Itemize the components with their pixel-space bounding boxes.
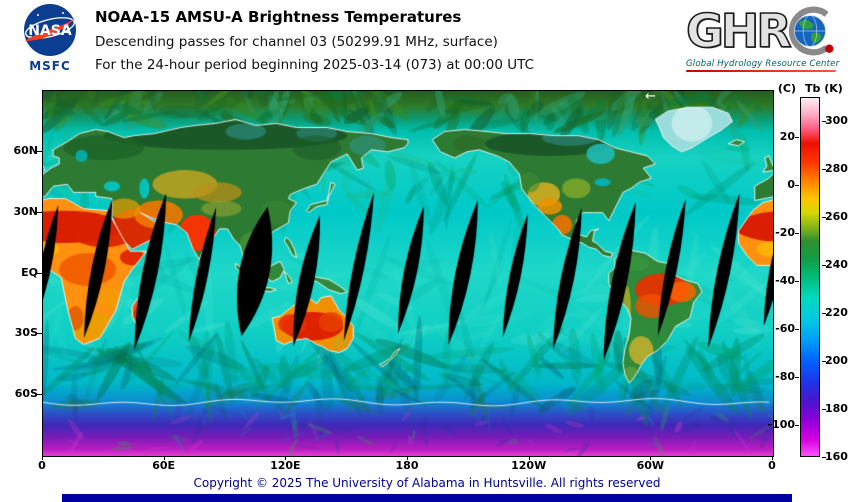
colorbar-tick <box>795 329 799 331</box>
colorbar-tick <box>795 233 799 235</box>
colorbar-tick <box>822 169 826 170</box>
copyright: Copyright © 2025 The University of Alaba… <box>193 476 661 490</box>
colorbar-kelvin-label: 300 <box>825 114 848 127</box>
colorbar-celsius-label: -80 <box>775 370 795 384</box>
subtitle-period: For the 24-hour period beginning 2025-03… <box>95 57 535 73</box>
header-titles: NOAA-15 AMSU-A Brightness Temperatures D… <box>95 8 655 80</box>
x-axis-tick <box>407 456 408 460</box>
colorbar-kelvin-label: 220 <box>825 306 848 319</box>
colorbar-tick <box>822 457 826 458</box>
colorbar-tick <box>822 361 826 362</box>
colorbar-tick <box>795 185 799 187</box>
colorbar-tick <box>795 377 799 379</box>
ghrc-logo-row: GHR <box>685 4 852 58</box>
pass-direction-arrow-icon: ← <box>645 89 656 104</box>
brightness-temperature-map <box>42 90 774 457</box>
colorbar-tick <box>822 313 826 314</box>
page-title: NOAA-15 AMSU-A Brightness Temperatures <box>95 8 462 26</box>
colorbar-celsius-label: -20 <box>775 226 795 240</box>
colorbar-celsius-label: 20 <box>779 130 795 144</box>
nasa-logo: NASA MSFC <box>12 3 88 73</box>
x-axis-tick <box>650 456 652 460</box>
nasa-msfc-label: MSFC <box>29 59 71 73</box>
x-axis-label: 60W <box>636 459 665 472</box>
y-axis-tick <box>37 272 42 274</box>
colorbar-celsius-unit: (C) <box>777 82 796 95</box>
y-axis-label: 30N <box>13 204 38 218</box>
ghrc-logo: GHR Global Hydrology Resource Center <box>685 4 852 72</box>
x-axis-label: 120E <box>270 459 301 472</box>
ghrc-globe-icon <box>788 6 834 56</box>
x-axis-tick <box>528 456 530 460</box>
y-axis-label: 60N <box>13 143 38 157</box>
colorbar-kelvin-label: 200 <box>825 354 848 367</box>
colorbar-celsius-label: -100 <box>767 418 795 432</box>
colorbar-kelvin-label: 240 <box>825 258 848 271</box>
x-axis-label: 120W <box>511 459 547 472</box>
ghrc-underline <box>686 70 836 72</box>
y-axis-tick <box>37 211 42 213</box>
y-axis-label: 30S <box>14 326 38 340</box>
colorbar-kelvin-label: 180 <box>825 402 848 415</box>
colorbar-tick <box>822 409 826 410</box>
colorbar-tick <box>795 425 799 427</box>
colorbar-celsius-label: -40 <box>775 274 795 288</box>
x-axis-label: 60E <box>152 459 176 472</box>
x-axis-label: 0 <box>38 459 46 472</box>
nasa-meatball-icon: NASA <box>24 4 76 56</box>
colorbar-kelvin-label: 280 <box>825 162 848 175</box>
y-axis-label: 60S <box>14 387 38 401</box>
colorbar-kelvin-label: 260 <box>825 210 848 223</box>
svg-text:NASA: NASA <box>28 23 72 39</box>
bottom-bar <box>62 494 792 502</box>
x-axis-label: 0 <box>768 459 776 472</box>
x-axis-tick <box>163 456 165 460</box>
x-axis-tick <box>285 456 287 460</box>
ghrc-letters: GHR <box>685 4 792 58</box>
colorbar-kelvin-label: 160 <box>825 450 848 463</box>
colorbar <box>800 97 820 457</box>
subtitle-channel: Descending passes for channel 03 (50299.… <box>95 34 498 50</box>
colorbar-kelvin-unit: Tb (K) <box>805 82 843 95</box>
x-axis-tick <box>42 456 43 460</box>
x-axis-label: 180 <box>395 459 419 472</box>
colorbar-tick <box>822 265 826 266</box>
x-axis-tick <box>772 456 773 460</box>
colorbar-tick <box>822 217 826 218</box>
y-axis-tick <box>37 150 42 152</box>
ghrc-tagline: Global Hydrology Resource Center <box>686 59 840 69</box>
colorbar-celsius-label: 0 <box>787 178 795 192</box>
y-axis-tick <box>37 333 42 335</box>
y-axis-label: EQ <box>21 265 38 279</box>
colorbar-tick <box>795 281 799 283</box>
colorbar-tick <box>822 121 826 122</box>
y-axis-tick <box>37 394 42 396</box>
colorbar-tick <box>795 137 799 139</box>
colorbar-celsius-label: -60 <box>775 322 795 336</box>
